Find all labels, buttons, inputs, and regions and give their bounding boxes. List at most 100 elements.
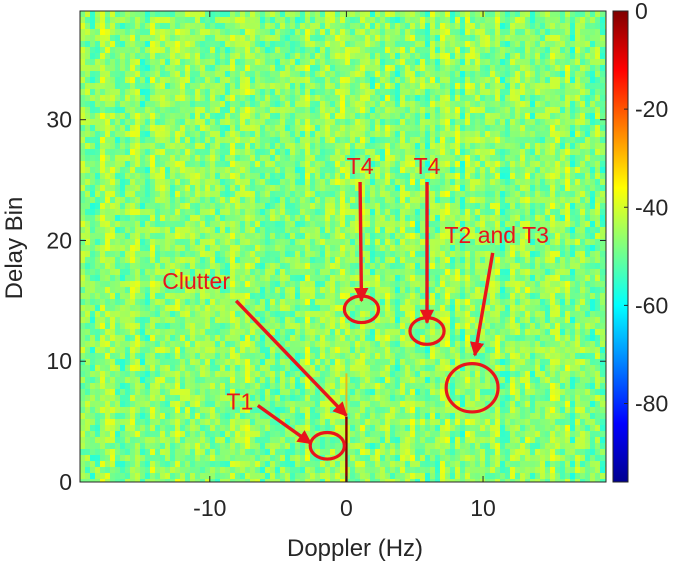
heatmap-cell <box>110 383 116 390</box>
heatmap-cell <box>80 113 86 120</box>
heatmap-cell <box>190 143 196 150</box>
heatmap-cell <box>165 251 171 258</box>
heatmap-cell <box>180 359 186 366</box>
heatmap-cell <box>80 95 86 102</box>
heatmap-cell <box>340 143 346 150</box>
heatmap-cell <box>195 419 201 426</box>
heatmap-cell <box>330 479 336 483</box>
heatmap-cell <box>355 245 361 252</box>
heatmap-cell <box>135 425 141 432</box>
heatmap-cell <box>350 371 356 378</box>
heatmap-cell <box>175 437 181 444</box>
heatmap-cell <box>175 473 181 480</box>
heatmap-cell <box>290 131 296 138</box>
heatmap-cell <box>150 221 156 228</box>
heatmap-cell <box>150 11 156 18</box>
heatmap-cell <box>105 125 111 132</box>
heatmap-cell <box>275 401 281 408</box>
heatmap-cell <box>125 395 131 402</box>
heatmap-cell <box>215 269 221 276</box>
heatmap-cell <box>305 35 311 42</box>
heatmap-cell <box>195 335 201 342</box>
heatmap-cell <box>105 455 111 462</box>
heatmap-cell <box>120 191 126 198</box>
heatmap-cell <box>335 137 341 144</box>
heatmap-cell <box>325 287 331 294</box>
heatmap-cell <box>385 323 391 330</box>
heatmap-cell <box>145 95 151 102</box>
heatmap-cell <box>305 77 311 84</box>
heatmap-cell <box>120 377 126 384</box>
heatmap-cell <box>115 245 121 252</box>
heatmap-cell <box>105 17 111 24</box>
heatmap-cell <box>95 395 101 402</box>
heatmap-cell <box>170 287 176 294</box>
heatmap-cell <box>250 431 256 438</box>
heatmap-cell <box>125 203 131 210</box>
heatmap-cell <box>85 341 91 348</box>
heatmap-cell <box>305 197 311 204</box>
heatmap-cell <box>335 173 341 180</box>
heatmap-cell <box>200 461 206 468</box>
heatmap-cell <box>290 395 296 402</box>
heatmap-cell <box>150 479 156 483</box>
heatmap-cell <box>115 419 121 426</box>
heatmap-cell <box>325 95 331 102</box>
heatmap-cell <box>360 53 366 60</box>
heatmap-cell <box>370 203 376 210</box>
heatmap-cell <box>95 71 101 78</box>
heatmap-cell <box>385 359 391 366</box>
heatmap-cell <box>280 167 286 174</box>
heatmap-cell <box>315 371 321 378</box>
heatmap-cell <box>355 173 361 180</box>
heatmap-cell <box>265 323 271 330</box>
heatmap-cell <box>385 395 391 402</box>
heatmap-cell <box>135 437 141 444</box>
heatmap-cell <box>90 257 96 264</box>
heatmap-cell <box>395 131 401 138</box>
heatmap-cell <box>315 323 321 330</box>
heatmap-cell <box>145 11 151 18</box>
heatmap-cell <box>90 413 96 420</box>
heatmap-cell <box>350 173 356 180</box>
heatmap-cell <box>155 461 161 468</box>
heatmap-cell <box>155 233 161 240</box>
heatmap-cell <box>200 323 206 330</box>
heatmap-cell <box>220 227 226 234</box>
heatmap-cell <box>310 341 316 348</box>
heatmap-cell <box>220 407 226 414</box>
heatmap-cell <box>225 281 231 288</box>
heatmap-cell <box>300 53 306 60</box>
heatmap-cell <box>170 431 176 438</box>
heatmap-cell <box>315 131 321 138</box>
heatmap-cell <box>340 419 346 426</box>
heatmap-cell <box>290 167 296 174</box>
heatmap-cell <box>200 365 206 372</box>
heatmap-cell <box>210 35 216 42</box>
heatmap-cell <box>330 23 336 30</box>
heatmap-cell <box>335 353 341 360</box>
heatmap-cell <box>95 173 101 180</box>
heatmap-cell <box>90 53 96 60</box>
heatmap-cell <box>200 107 206 114</box>
heatmap-cell <box>130 95 136 102</box>
heatmap-cell <box>190 455 196 462</box>
heatmap-cell <box>95 275 101 282</box>
heatmap-cell <box>185 395 191 402</box>
heatmap-cell <box>265 107 271 114</box>
heatmap-cell <box>200 149 206 156</box>
heatmap-cell <box>395 101 401 108</box>
heatmap-cell <box>100 71 106 78</box>
heatmap-cell <box>155 131 161 138</box>
heatmap-cell <box>100 197 106 204</box>
heatmap-cell <box>375 251 381 258</box>
heatmap-cell <box>220 425 226 432</box>
heatmap-cell <box>375 221 381 228</box>
heatmap-cell <box>320 227 326 234</box>
heatmap-cell <box>300 461 306 468</box>
heatmap-cell <box>100 287 106 294</box>
heatmap-cell <box>345 119 351 126</box>
heatmap-cell <box>200 239 206 246</box>
heatmap-cell <box>265 125 271 132</box>
heatmap-cell <box>195 137 201 144</box>
